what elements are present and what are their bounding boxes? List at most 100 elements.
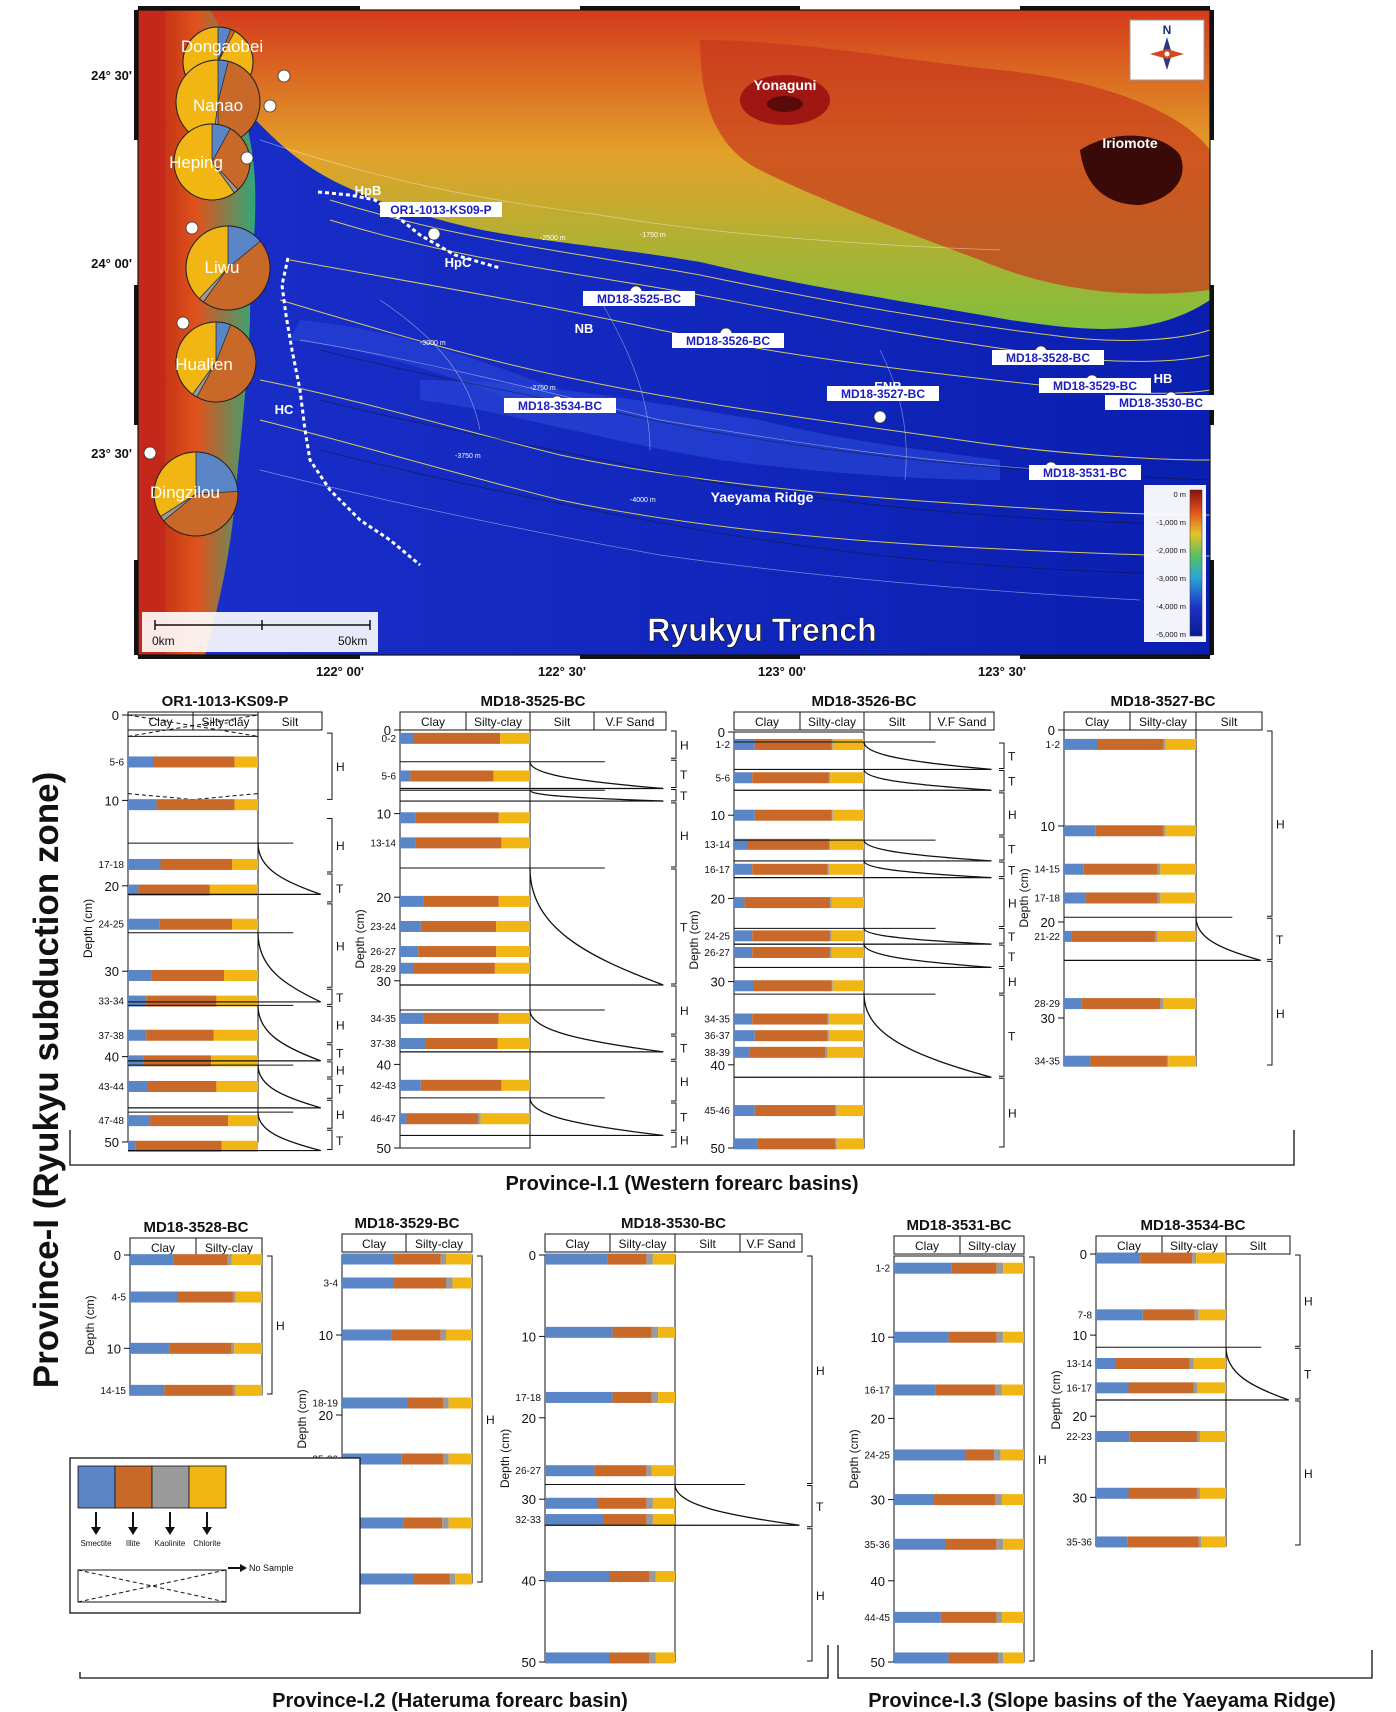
mineral-bar-segment xyxy=(496,920,530,932)
mineral-bar-segment xyxy=(224,969,258,981)
mineral-bar-segment xyxy=(1064,892,1086,904)
sample-label: 38-39 xyxy=(704,1048,730,1059)
mineral-bar-segment xyxy=(231,1254,262,1266)
mineral-bar-segment xyxy=(658,1391,675,1403)
mineral-bar-segment xyxy=(164,1384,233,1396)
mineral-bar-segment xyxy=(1160,998,1163,1010)
interval-label: T xyxy=(1008,950,1016,964)
mineral-bar-segment xyxy=(455,1573,472,1585)
mineral-bar-segment xyxy=(160,858,232,870)
mineral-bar-segment xyxy=(146,1029,214,1041)
river-mouth-dot xyxy=(185,221,199,235)
mineral-bar-segment xyxy=(448,1397,472,1409)
mineral-bar-segment xyxy=(996,1331,1004,1343)
sample-label: 16-17 xyxy=(1066,1383,1092,1394)
core-md18-3529-bc: MD18-3529-BCClaySilty-clay10203040Depth … xyxy=(295,1215,495,1585)
interval-label: H xyxy=(816,1589,825,1603)
mineral-bar-segment xyxy=(400,1012,424,1024)
depth-tick-label: 30 xyxy=(522,1492,536,1507)
column-header-label: Silt xyxy=(1250,1239,1267,1253)
mineral-bar-segment xyxy=(747,838,829,850)
interval-label: H xyxy=(816,1364,825,1378)
mineral-bar-segment xyxy=(830,838,864,850)
mineral-bar-segment xyxy=(757,1138,836,1150)
sample-label: 5-6 xyxy=(382,771,397,782)
depth-legend-label: -1,000 m xyxy=(1156,518,1186,527)
mineral-bar-segment xyxy=(394,1253,441,1265)
scale-end: 50km xyxy=(338,634,367,648)
sample-label: 23-24 xyxy=(370,922,396,933)
depth-tick-label: 40 xyxy=(105,1050,119,1065)
mineral-bar-segment xyxy=(651,1326,659,1338)
interval-label: H xyxy=(1008,975,1017,989)
mineral-bar-segment xyxy=(342,1517,404,1529)
interval-bracket xyxy=(671,802,677,868)
depth-tick-label: 50 xyxy=(871,1655,885,1670)
mineral-bar-segment xyxy=(234,756,258,768)
depth-tick-label: 40 xyxy=(522,1574,536,1589)
mineral-bar-segment xyxy=(400,946,419,958)
mineral-bar-segment xyxy=(1001,1384,1024,1396)
mineral-bar-segment xyxy=(831,897,864,909)
lon-label: 122° 30' xyxy=(538,664,586,679)
province-side-title: Province-I (Ryukyu subduction zone) xyxy=(27,772,66,1388)
depth-tick-label: 20 xyxy=(319,1408,333,1423)
interval-label: T xyxy=(336,882,344,896)
interval-bracket xyxy=(999,792,1005,836)
column-header-label: V.F Sand xyxy=(938,715,987,729)
mineral-bar-segment xyxy=(235,1291,262,1303)
depth-tick-label: 10 xyxy=(1073,1328,1087,1343)
column-header-label: Silt xyxy=(282,715,299,729)
province-brackets xyxy=(69,1130,1373,1679)
north-label: N xyxy=(1163,23,1172,37)
mineral-bar-segment xyxy=(231,1342,235,1354)
depth-tick-label: 10 xyxy=(105,793,119,808)
basin-label: HB xyxy=(1154,371,1173,386)
mineral-bar-segment xyxy=(400,812,416,824)
depth-axis-label: Depth (cm) xyxy=(295,1389,309,1448)
interval-bracket xyxy=(671,1102,677,1131)
depth-tick-label: 0 xyxy=(384,723,391,738)
mineral-bar-segment xyxy=(752,1013,828,1025)
interval-label: H xyxy=(1276,1007,1285,1021)
depth-axis-label: Depth (cm) xyxy=(1049,1370,1063,1429)
mineral-bar-segment xyxy=(501,1079,530,1091)
mineral-bar-segment xyxy=(128,884,139,896)
interval-bracket xyxy=(807,1528,813,1662)
interval-label: T xyxy=(680,1111,688,1125)
interval-bracket xyxy=(999,1077,1005,1148)
mineral-bar-segment xyxy=(1197,1487,1200,1499)
mineral-bar-segment xyxy=(1189,1358,1194,1369)
interval-label: T xyxy=(1008,842,1016,856)
mineral-bar-segment xyxy=(403,1517,443,1529)
mineral-bar-segment xyxy=(594,1465,647,1477)
mineral-bar-segment xyxy=(501,837,530,849)
depth-tick-label: 20 xyxy=(711,891,725,906)
core-title: MD18-3528-BC xyxy=(143,1219,248,1236)
island-label: Yonaguni xyxy=(754,77,817,93)
mineral-bar-segment xyxy=(177,1291,233,1303)
column-header-label: Silty-clay xyxy=(415,1237,463,1251)
mineral-bar-segment xyxy=(612,1326,652,1338)
interval-label: H xyxy=(1038,1453,1047,1467)
mineral-bar-segment xyxy=(156,799,235,811)
core-title: MD18-3525-BC xyxy=(480,693,585,710)
sample-label: 28-29 xyxy=(1034,999,1060,1010)
mineral-bar-segment xyxy=(894,1494,933,1506)
interval-label: T xyxy=(680,1042,688,1056)
mineral-bar-segment xyxy=(342,1397,407,1409)
depth-tick-label: 10 xyxy=(711,808,725,823)
mineral-bar-segment xyxy=(1115,1358,1190,1369)
mineral-bar-segment xyxy=(545,1326,613,1338)
legend-arrowhead xyxy=(91,1527,101,1535)
mineral-bar-segment xyxy=(500,732,530,744)
mineral-bar-segment xyxy=(734,980,754,992)
interval-label: H xyxy=(1276,818,1285,832)
mineral-bar-segment xyxy=(836,1138,864,1150)
core-title: MD18-3530-BC xyxy=(621,1215,726,1232)
mineral-bar-segment xyxy=(545,1497,597,1509)
depth-axis-label: Depth (cm) xyxy=(83,1295,97,1354)
sample-label: 16-17 xyxy=(864,1385,890,1396)
contour-label: -3750 m xyxy=(455,453,481,460)
interval-bracket xyxy=(327,817,333,873)
